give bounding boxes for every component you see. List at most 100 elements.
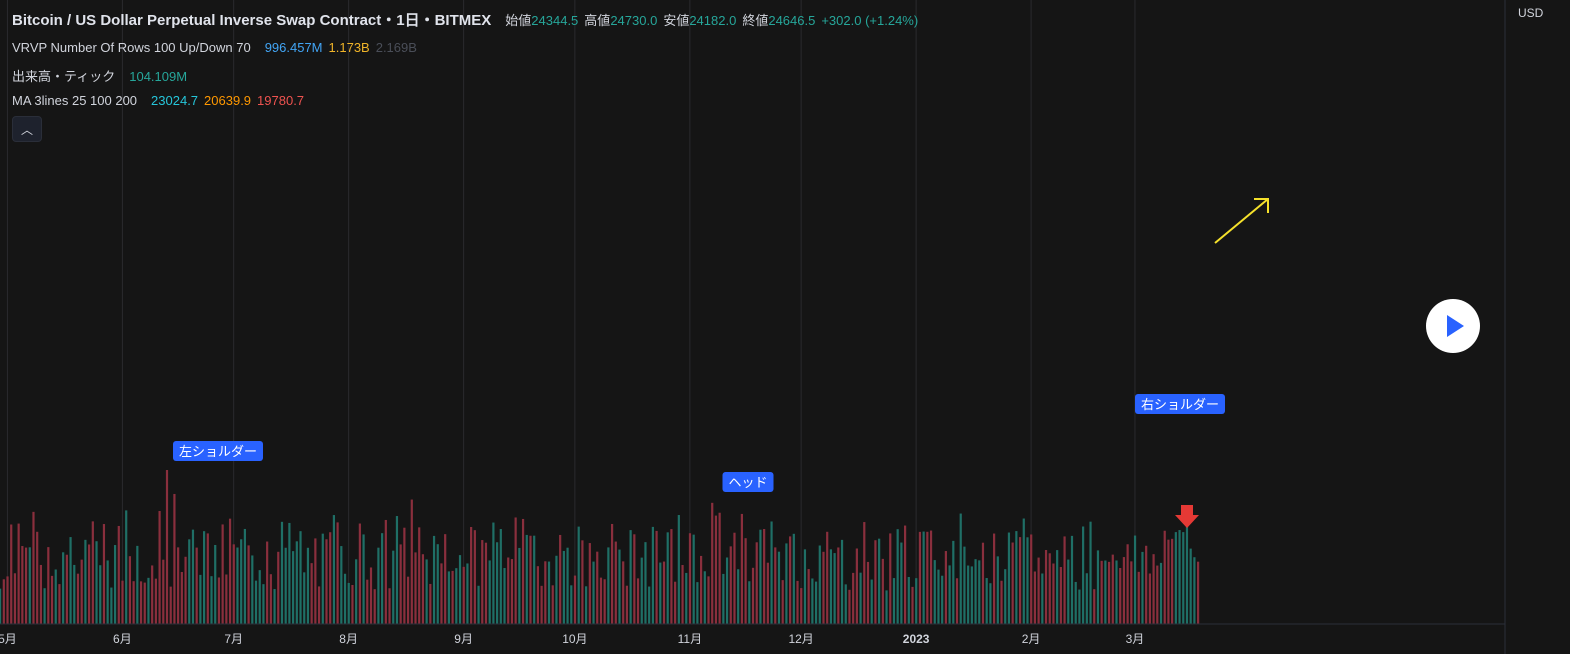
volume-bar bbox=[733, 532, 736, 624]
volume-bar bbox=[106, 560, 109, 624]
x-tick-label: 3月 bbox=[1126, 632, 1145, 646]
volume-bar bbox=[974, 559, 977, 624]
volume-bar bbox=[69, 537, 72, 624]
volume-bar bbox=[399, 544, 402, 624]
volume-bar bbox=[963, 546, 966, 624]
volume-bar bbox=[603, 579, 606, 624]
play-button[interactable] bbox=[1426, 299, 1480, 353]
volume-bar bbox=[826, 531, 829, 624]
volume-bar bbox=[570, 585, 573, 624]
volume-bar bbox=[566, 547, 569, 624]
price-axis[interactable]: 12000.014000.016000.018000.020000.022000… bbox=[1504, 0, 1562, 654]
x-tick-label: 7月 bbox=[224, 632, 243, 646]
volume-bar bbox=[681, 565, 684, 624]
volume-bar bbox=[648, 586, 651, 624]
volume-bar bbox=[1037, 557, 1040, 624]
volume-bar bbox=[926, 531, 929, 624]
volume-bar bbox=[581, 540, 584, 624]
volume-bar bbox=[284, 547, 287, 624]
volume-bar bbox=[967, 565, 970, 624]
volume-bar bbox=[740, 513, 743, 624]
volume-bar bbox=[844, 584, 847, 624]
volume-bar bbox=[547, 561, 551, 624]
volume-bar bbox=[870, 579, 873, 624]
volume-bar bbox=[440, 563, 443, 624]
volume-bar bbox=[874, 540, 877, 624]
volume-bar bbox=[2, 579, 5, 624]
volume-bar bbox=[425, 559, 428, 624]
volume-bar bbox=[722, 573, 725, 624]
grid bbox=[6, 0, 1136, 624]
volume-bar bbox=[848, 589, 851, 624]
volume-bar bbox=[900, 542, 903, 624]
volume-bar bbox=[225, 574, 228, 624]
volume-bar bbox=[466, 563, 469, 624]
volume-bar bbox=[622, 561, 625, 624]
volume-bar bbox=[247, 545, 250, 624]
volume-bar bbox=[941, 575, 944, 624]
volume-bar bbox=[996, 556, 999, 624]
volume-bar bbox=[878, 538, 881, 624]
volume-bar bbox=[451, 570, 454, 624]
volume-bar bbox=[1004, 569, 1007, 624]
volume-bar bbox=[540, 585, 543, 624]
right-shoulder-label: 右ショルダー bbox=[1141, 397, 1219, 412]
volume-bar bbox=[1174, 532, 1177, 624]
volume-bar bbox=[258, 570, 261, 624]
volume-bar bbox=[1078, 589, 1081, 624]
volume-bar bbox=[1100, 560, 1103, 624]
volume-bar bbox=[748, 581, 751, 624]
volume-bar bbox=[1193, 557, 1196, 624]
currency-label: USD bbox=[1518, 6, 1544, 20]
volume-bar bbox=[978, 560, 981, 624]
left-shoulder-label: 左ショルダー bbox=[179, 444, 257, 459]
volume-bar bbox=[221, 524, 224, 624]
volume-bar bbox=[655, 530, 658, 624]
time-axis[interactable]: 5月 6月 7月 8月 9月 10月 11月 12月 2023 2月 3月 bbox=[0, 623, 1505, 646]
volume-bar bbox=[173, 493, 176, 624]
volume-bar bbox=[414, 552, 417, 624]
volume-bar bbox=[803, 549, 807, 624]
volume-bar bbox=[332, 515, 336, 624]
volume-bar bbox=[614, 541, 617, 624]
volume-bar bbox=[555, 555, 558, 624]
volume-bar bbox=[536, 566, 540, 624]
volume-bar bbox=[892, 578, 896, 624]
x-tick-label: 8月 bbox=[339, 632, 358, 646]
volume-bar bbox=[1107, 561, 1111, 624]
volume-bar bbox=[177, 547, 180, 624]
volume-bar bbox=[362, 534, 365, 624]
x-tick-label: 9月 bbox=[454, 632, 473, 646]
volume-bar bbox=[1185, 507, 1189, 624]
volume-bar bbox=[1070, 535, 1074, 624]
volume-bar bbox=[336, 522, 339, 624]
volume-bar bbox=[28, 547, 31, 624]
volume-bar bbox=[744, 538, 747, 624]
volume-bar bbox=[1152, 554, 1155, 624]
volume-bar bbox=[299, 531, 302, 624]
volume-bar bbox=[455, 568, 458, 624]
volume-bar bbox=[73, 564, 76, 624]
volume-bar bbox=[618, 549, 621, 624]
volume-bar bbox=[503, 568, 506, 624]
arrow-up-right-icon bbox=[1214, 198, 1269, 244]
volume-bar bbox=[1178, 530, 1181, 624]
volume-bar bbox=[866, 561, 870, 624]
volume-bar bbox=[128, 556, 132, 624]
volume-bar bbox=[907, 576, 910, 624]
volume-bar bbox=[214, 544, 217, 624]
volume-bar bbox=[1163, 530, 1166, 624]
volume-bar bbox=[989, 583, 992, 624]
volume-bar bbox=[915, 578, 918, 624]
volume-bar bbox=[833, 553, 836, 624]
volume-bar bbox=[1145, 545, 1148, 624]
volume-bar bbox=[147, 577, 150, 624]
volume-bar bbox=[217, 577, 221, 624]
collapse-legend-button[interactable]: ︿ bbox=[12, 116, 42, 142]
volume-bar bbox=[477, 585, 480, 624]
volume-bar bbox=[1156, 565, 1159, 624]
volume-bar bbox=[629, 530, 632, 624]
volume-bar bbox=[32, 511, 35, 624]
